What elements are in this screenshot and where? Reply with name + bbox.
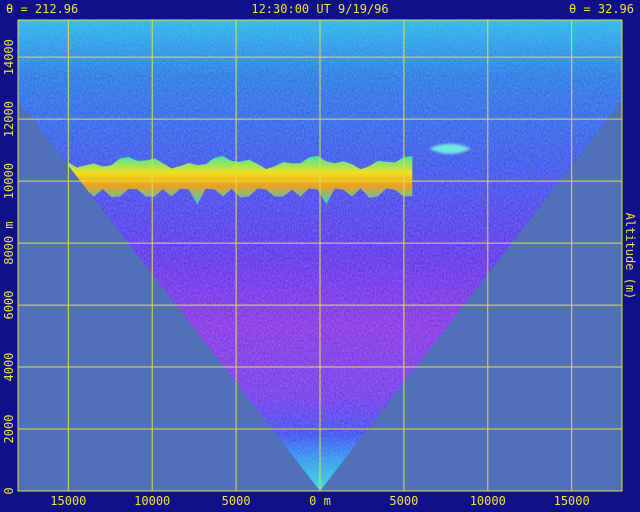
timestamp-label: 12:30:00 UT 9/19/96 bbox=[251, 2, 388, 16]
x-tick-label: 5000 bbox=[222, 494, 251, 508]
x-tick-label: 10000 bbox=[134, 494, 170, 508]
y-tick-label: 14000 bbox=[2, 39, 16, 75]
y-tick-label: 10000 bbox=[2, 163, 16, 199]
y-tick-label: 4000 bbox=[2, 353, 16, 382]
thin-cirrus-patch bbox=[429, 143, 471, 154]
x-tick-label: 0 m bbox=[309, 494, 331, 508]
plot-frame bbox=[17, 19, 623, 492]
x-tick-label: 5000 bbox=[389, 494, 418, 508]
y-tick-label: 12000 bbox=[2, 101, 16, 137]
x-tick-label: 15000 bbox=[50, 494, 86, 508]
theta-right-label: θ = 32.96 bbox=[569, 2, 634, 16]
x-tick-labels: 15000 10000 5000 0 m 5000 10000 15000 bbox=[50, 494, 589, 508]
x-tick-label: 10000 bbox=[470, 494, 506, 508]
grid bbox=[17, 19, 623, 492]
x-tick-label: 15000 bbox=[554, 494, 590, 508]
theta-left-label: θ = 212.96 bbox=[6, 2, 78, 16]
y-tick-label: 8000 m bbox=[2, 221, 16, 264]
y-tick-label: 0 bbox=[2, 487, 16, 494]
y-axis-title: Altitude (m) bbox=[623, 213, 637, 300]
cirrus-band bbox=[68, 155, 413, 205]
y-tick-label: 2000 bbox=[2, 415, 16, 444]
y-tick-labels: 0 2000 4000 6000 8000 m 10000 12000 14000 bbox=[2, 39, 16, 494]
y-tick-label: 6000 bbox=[2, 291, 16, 320]
